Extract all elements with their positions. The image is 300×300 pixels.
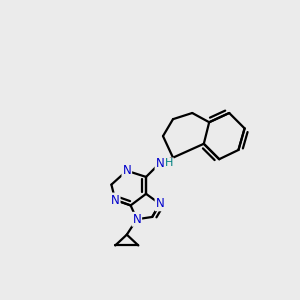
Text: N: N: [132, 213, 141, 226]
Text: N: N: [122, 164, 131, 177]
Text: H: H: [165, 158, 173, 168]
Text: N: N: [111, 194, 120, 206]
Text: N: N: [155, 157, 164, 169]
Text: N: N: [155, 197, 164, 210]
